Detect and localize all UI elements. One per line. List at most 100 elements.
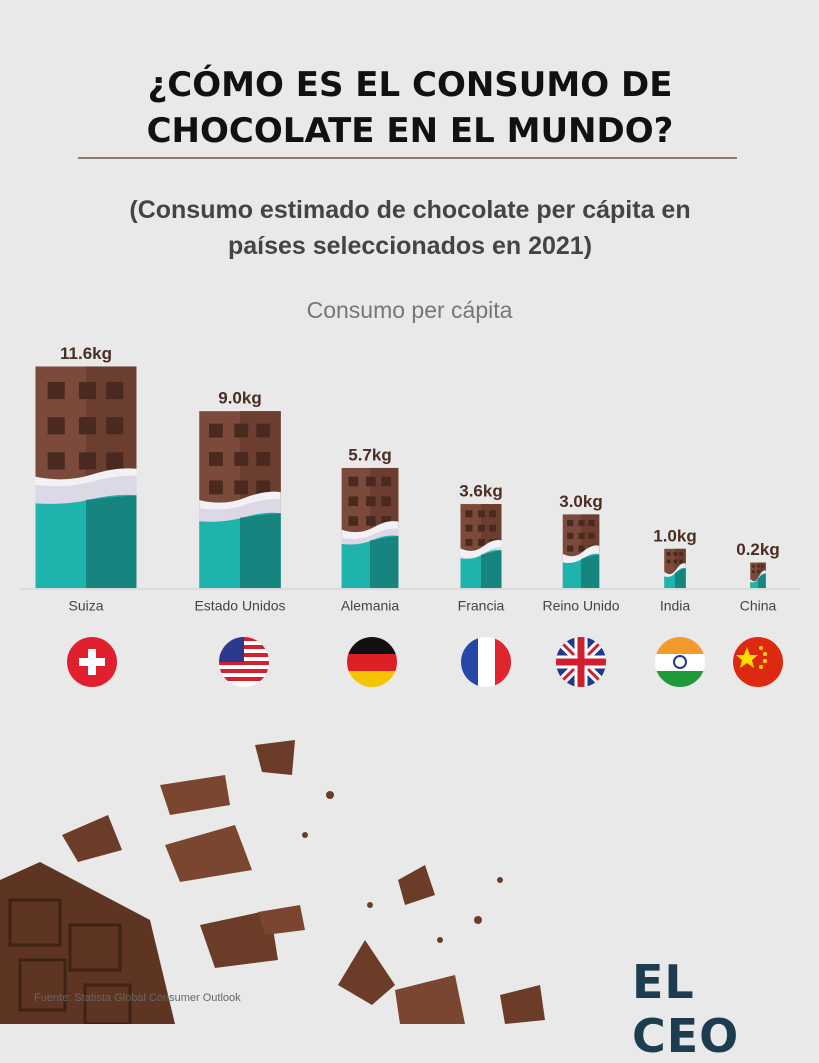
bar-square <box>348 496 359 507</box>
bar-square <box>567 519 574 527</box>
chocolate-bar <box>199 411 281 588</box>
page: {"chart_data": {"type": "bar", "title": … <box>0 65 800 1063</box>
bar-square <box>106 417 124 435</box>
bar-square <box>106 381 124 400</box>
chocolate-bar <box>341 467 399 588</box>
brand-logo: EL CEO <box>632 955 740 1063</box>
value-label: 3.6kg <box>459 482 502 501</box>
bar-square <box>209 423 223 438</box>
bar-square <box>47 381 65 400</box>
bar-square <box>366 496 376 507</box>
bar-square <box>256 480 271 495</box>
bar-teal-shade <box>86 495 137 588</box>
bar-square <box>381 496 391 507</box>
bar-teal-shade <box>581 554 600 588</box>
bar-square <box>366 516 376 526</box>
title-rule <box>78 157 737 159</box>
bar-square <box>234 423 249 438</box>
bar-square <box>679 559 683 564</box>
chocolate-bar <box>460 504 502 588</box>
bar-square <box>673 559 678 564</box>
bar-square <box>752 570 755 573</box>
flag-china <box>733 637 783 687</box>
value-label: 0.2kg <box>736 540 779 559</box>
bar-square <box>47 452 65 470</box>
bar-square <box>567 532 574 539</box>
flag-usa <box>219 637 269 687</box>
bar-square <box>256 452 271 466</box>
x-tick-label: Alemania <box>341 598 400 614</box>
bar-shade <box>675 548 686 571</box>
bar-square <box>381 516 391 526</box>
bar-shade <box>758 562 766 577</box>
chart-subtitle: (Consumo estimado de chocolate per cápit… <box>129 196 691 260</box>
flags <box>67 637 783 687</box>
bar-square <box>756 570 760 573</box>
bar-square <box>106 452 124 470</box>
bar-teal-shade <box>675 568 686 588</box>
bar-teal-shade <box>240 513 281 588</box>
bar-teal-shade <box>758 573 766 588</box>
bar-square <box>489 510 497 518</box>
bar-square <box>578 519 585 527</box>
chart: 11.6kg Suiza 9.0kg Estado Unidos 5.7kg Aleman… <box>0 344 800 1024</box>
bar-square <box>234 452 249 466</box>
x-tick-label: India <box>660 598 691 614</box>
bar-square <box>588 532 595 539</box>
bar-square <box>348 516 359 526</box>
bar-square <box>348 476 359 487</box>
bar-square <box>209 480 223 495</box>
bar-square <box>666 552 671 556</box>
source-note: Fuente: Statista Global Consumer Outlook <box>34 992 241 1004</box>
chocolate-decoration <box>0 740 545 1024</box>
bar-square <box>761 564 764 568</box>
bar-square <box>465 510 473 518</box>
bar-square <box>78 452 97 470</box>
flag-france <box>461 637 511 687</box>
bar-square <box>465 524 473 532</box>
bar-square <box>78 381 97 400</box>
bar-square <box>478 524 486 532</box>
flag-uk <box>556 637 606 687</box>
bar-square <box>567 545 574 552</box>
x-tick-label: China <box>740 598 777 614</box>
flag-india <box>655 637 705 687</box>
chocolate-bar <box>750 562 766 589</box>
x-tick-label: Suiza <box>68 598 103 614</box>
x-tick-label: Francia <box>458 598 505 614</box>
chocolate-bar <box>562 514 600 588</box>
bar-square <box>588 519 595 527</box>
chocolate-bar <box>35 366 137 588</box>
value-label: 9.0kg <box>218 389 261 408</box>
bar-square <box>209 452 223 466</box>
x-tick-label: Reino Unido <box>542 598 619 614</box>
bar-teal-shade <box>370 535 399 588</box>
value-label: 5.7kg <box>348 445 391 464</box>
bar-square <box>47 417 65 435</box>
value-label: 3.0kg <box>559 492 602 511</box>
flag-switzerland <box>67 637 117 687</box>
bar-square <box>756 564 760 568</box>
bar-teal-shade <box>481 550 502 588</box>
chart-title: ¿CÓMO ES EL CONSUMO DE CHOCOLATE EN EL M… <box>146 65 674 151</box>
bar-square <box>78 417 97 435</box>
chocolate-bar <box>664 548 686 588</box>
bar-square <box>578 532 585 539</box>
bar-square <box>666 559 671 564</box>
bar-square <box>673 552 678 556</box>
bar-square <box>366 476 376 487</box>
bar-square <box>679 552 683 556</box>
bar-square <box>234 480 249 495</box>
bar-square <box>752 564 755 568</box>
bar-square <box>465 538 473 546</box>
bar-square <box>478 510 486 518</box>
bar-square <box>256 423 271 438</box>
value-label: 11.6kg <box>60 344 112 363</box>
bar-square <box>478 538 486 546</box>
value-label: 1.0kg <box>653 526 696 545</box>
flag-germany <box>347 637 397 687</box>
x-tick-label: Estado Unidos <box>194 598 285 614</box>
bar-square <box>578 545 585 552</box>
y-axis-label: Consumo per cápita <box>306 297 513 323</box>
bar-square <box>381 476 391 487</box>
